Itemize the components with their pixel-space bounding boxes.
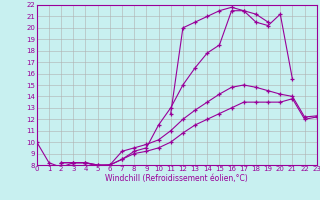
X-axis label: Windchill (Refroidissement éolien,°C): Windchill (Refroidissement éolien,°C) bbox=[105, 174, 248, 183]
